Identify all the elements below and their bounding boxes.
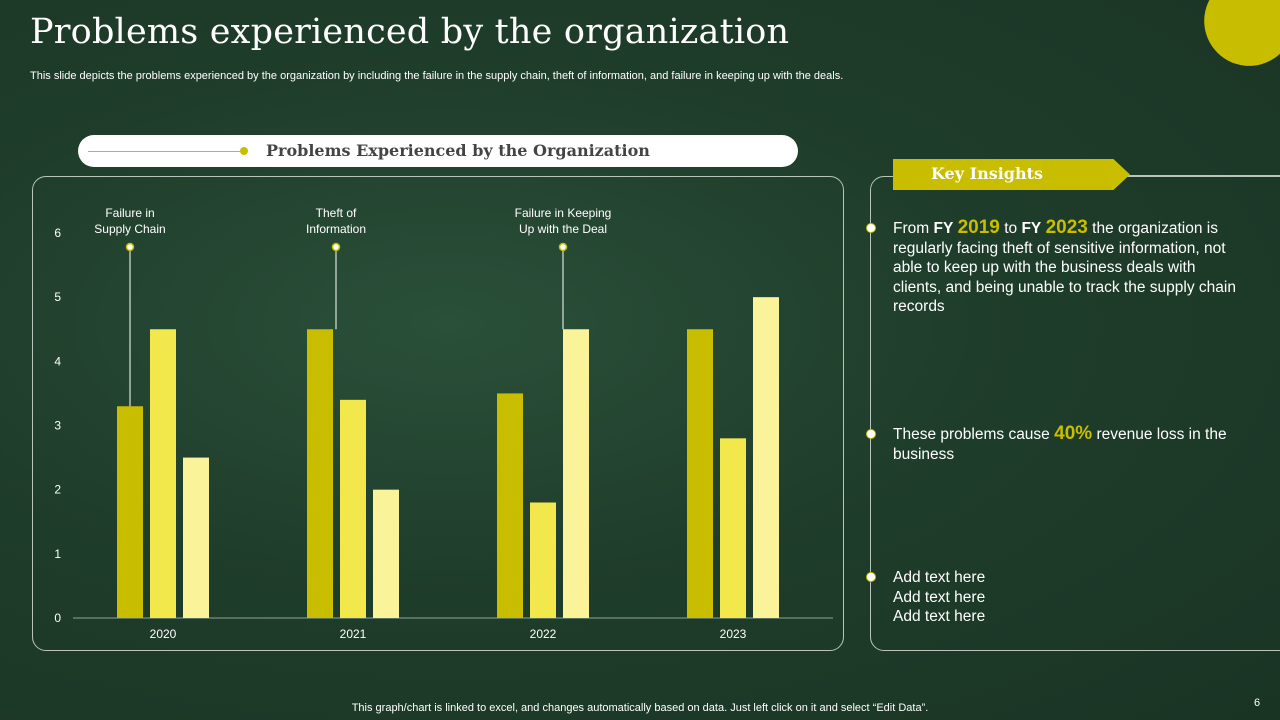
bar-2021-series-1 xyxy=(307,329,333,618)
insight-text: to xyxy=(1004,220,1018,237)
percent-highlight: 40% xyxy=(1054,423,1093,444)
insight-text: the organization is regularly facing the… xyxy=(893,220,1236,315)
fy-label: FY xyxy=(1021,220,1042,237)
footer-note: This graph/chart is linked to excel, and… xyxy=(351,702,929,714)
bar-chart[interactable]: 0 1 2 3 4 5 6 2020 2021 2022 2023 Failure in Supply … xyxy=(33,177,845,652)
bar-2020-series-3 xyxy=(183,457,209,618)
placeholder-text[interactable]: Add text here xyxy=(893,588,986,606)
bar-2023-series-1 xyxy=(687,329,713,618)
chart-panel[interactable]: 0 1 2 3 4 5 6 2020 2021 2022 2023 Failure in Supply … xyxy=(32,176,844,651)
bar-2020-series-2 xyxy=(150,329,176,618)
x-tick-label: 2020 xyxy=(150,627,177,641)
insight-bullet xyxy=(866,572,876,582)
x-tick-label: 2022 xyxy=(530,627,557,641)
annotation-dot xyxy=(125,242,135,252)
placeholder-text[interactable]: Add text here xyxy=(893,608,986,625)
pill-accent-dot xyxy=(240,147,248,155)
placeholder-text[interactable]: Add text here xyxy=(893,569,986,586)
insights-header: Key Insights xyxy=(893,159,1130,190)
y-tick-label: 2 xyxy=(54,483,61,497)
annotation-label: Information xyxy=(306,222,366,236)
insights-top-line xyxy=(1128,175,1280,176)
annotation-label: Failure in Keeping xyxy=(515,206,612,220)
insight-text: These problems cause xyxy=(893,426,1050,443)
page-number: 6 xyxy=(1254,697,1261,709)
chart-header-title: Problems Experienced by the Organization xyxy=(266,141,650,160)
y-tick-label: 5 xyxy=(54,290,61,304)
insight-bullet xyxy=(866,429,876,439)
y-tick-label: 0 xyxy=(54,611,61,625)
bar-2022-series-3 xyxy=(563,329,589,618)
fy-label: FY xyxy=(933,220,954,237)
bar-2022-series-1 xyxy=(497,393,523,618)
bar-2023-series-3 xyxy=(753,297,779,618)
corner-decoration xyxy=(1185,0,1280,85)
insights-header-text: Key Insights xyxy=(931,164,1044,183)
bar-2021-series-2 xyxy=(340,399,366,618)
insight-bullet xyxy=(866,223,876,233)
year-highlight: 2023 xyxy=(1045,217,1088,238)
insight-item-2: These problems cause 40% revenue loss in… xyxy=(893,424,1238,464)
annotation-label: Up with the Deal xyxy=(519,222,607,236)
x-tick-label: 2023 xyxy=(720,627,747,641)
insight-item-1: From FY 2019 to FY 2023 the organization… xyxy=(893,218,1238,317)
y-tick-label: 6 xyxy=(54,226,61,240)
bar-2021-series-3 xyxy=(373,489,399,618)
y-tick-label: 4 xyxy=(54,354,61,368)
bar-2022-series-2 xyxy=(530,502,556,618)
annotation-label: Theft of xyxy=(316,206,357,220)
pill-accent-line xyxy=(88,151,244,152)
annotation-dot xyxy=(331,242,341,252)
bar-2023-series-2 xyxy=(720,438,746,618)
bar-2020-series-1 xyxy=(117,406,143,618)
annotation-label: Supply Chain xyxy=(94,222,165,236)
insight-text: From xyxy=(893,220,930,237)
insight-item-3[interactable]: Add text here Add text here Add text her… xyxy=(893,568,1238,627)
annotation-dot xyxy=(558,242,568,252)
annotation-label: Failure in xyxy=(105,206,154,220)
slide-subtitle: This slide depicts the problems experien… xyxy=(30,70,844,82)
chart-header-pill: Problems Experienced by the Organization xyxy=(78,135,798,167)
insight-text: revenue loss in the business xyxy=(893,426,1227,463)
y-tick-label: 3 xyxy=(54,419,61,433)
slide-title: Problems experienced by the organization xyxy=(30,12,790,52)
y-tick-label: 1 xyxy=(54,547,61,561)
x-tick-label: 2021 xyxy=(340,627,367,641)
year-highlight: 2019 xyxy=(957,217,1000,238)
